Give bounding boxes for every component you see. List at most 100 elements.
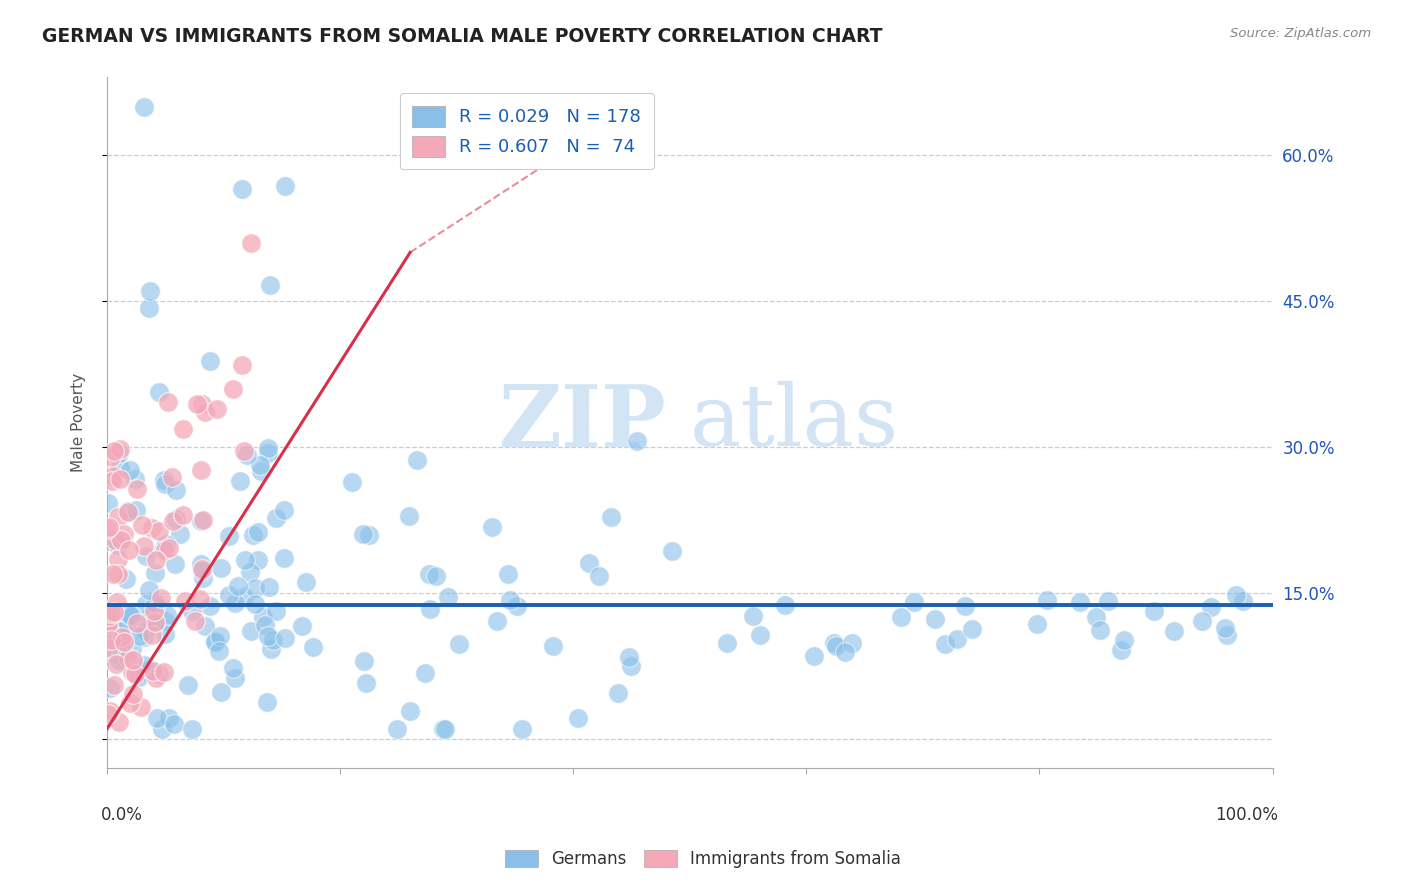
Point: [1163, 624, 1185, 638]
Point: [626, 434, 648, 449]
Point: [260, 642, 283, 657]
Text: atlas: atlas: [690, 381, 898, 464]
Point: [257, 629, 280, 643]
Point: [143, 566, 166, 580]
Point: [1069, 594, 1091, 608]
Point: [1225, 588, 1247, 602]
Point: [960, 622, 983, 636]
Point: [122, 653, 145, 667]
Point: [100, 450, 122, 464]
Point: [148, 524, 170, 538]
Point: [209, 685, 232, 699]
Point: [135, 549, 157, 564]
Point: [153, 627, 176, 641]
Point: [418, 566, 440, 581]
Point: [1191, 614, 1213, 628]
Point: [204, 634, 226, 648]
Point: [291, 618, 314, 632]
Point: [247, 525, 270, 540]
Point: [600, 510, 623, 524]
Point: [191, 562, 214, 576]
Point: [567, 710, 589, 724]
Point: [903, 595, 925, 609]
Point: [120, 696, 142, 710]
Point: [96, 533, 118, 548]
Point: [107, 509, 129, 524]
Point: [100, 606, 122, 620]
Point: [143, 596, 166, 610]
Point: [101, 632, 124, 646]
Point: [153, 473, 176, 487]
Point: [198, 599, 221, 614]
Point: [432, 722, 454, 736]
Point: [100, 633, 122, 648]
Point: [101, 475, 124, 489]
Point: [117, 651, 139, 665]
Point: [481, 520, 503, 534]
Point: [128, 670, 150, 684]
Point: [134, 624, 156, 639]
Y-axis label: Male Poverty: Male Poverty: [72, 373, 86, 472]
Point: [543, 639, 565, 653]
Point: [107, 566, 129, 581]
Point: [131, 517, 153, 532]
Point: [121, 642, 143, 657]
Point: [134, 539, 156, 553]
Point: [266, 604, 288, 618]
Point: [132, 100, 155, 114]
Point: [1213, 621, 1236, 635]
Point: [124, 667, 146, 681]
Point: [233, 590, 256, 604]
Point: [385, 722, 408, 736]
Point: [578, 556, 600, 570]
Point: [97, 609, 120, 624]
Text: GERMAN VS IMMIGRANTS FROM SOMALIA MALE POVERTY CORRELATION CHART: GERMAN VS IMMIGRANTS FROM SOMALIA MALE P…: [42, 27, 883, 45]
Point: [239, 565, 262, 579]
Point: [155, 537, 177, 551]
Text: 0.0%: 0.0%: [101, 805, 143, 823]
Point: [198, 353, 221, 368]
Point: [228, 474, 250, 488]
Point: [174, 593, 197, 607]
Point: [190, 514, 212, 528]
Point: [249, 458, 271, 473]
Point: [226, 579, 249, 593]
Point: [97, 617, 120, 632]
Point: [190, 558, 212, 572]
Point: [1232, 593, 1254, 607]
Point: [181, 604, 204, 618]
Point: [124, 472, 146, 486]
Point: [342, 475, 364, 489]
Point: [148, 385, 170, 400]
Point: [419, 602, 441, 616]
Point: [924, 612, 946, 626]
Point: [204, 634, 226, 648]
Point: [148, 666, 170, 681]
Point: [145, 671, 167, 685]
Point: [132, 630, 155, 644]
Point: [716, 636, 738, 650]
Point: [101, 618, 124, 632]
Legend: Germans, Immigrants from Somalia: Germans, Immigrants from Somalia: [498, 843, 908, 875]
Point: [155, 543, 177, 558]
Point: [163, 557, 186, 571]
Point: [841, 636, 863, 650]
Point: [118, 543, 141, 558]
Point: [134, 657, 156, 672]
Text: 100.0%: 100.0%: [1215, 805, 1278, 823]
Point: [104, 657, 127, 672]
Point: [142, 664, 165, 678]
Point: [165, 511, 187, 525]
Text: Source: ZipAtlas.com: Source: ZipAtlas.com: [1230, 27, 1371, 40]
Point: [1025, 616, 1047, 631]
Point: [243, 597, 266, 611]
Point: [236, 448, 259, 462]
Point: [162, 470, 184, 484]
Point: [1112, 633, 1135, 648]
Point: [1097, 593, 1119, 607]
Point: [135, 597, 157, 611]
Point: [103, 678, 125, 692]
Point: [1036, 593, 1059, 607]
Point: [242, 528, 264, 542]
Point: [222, 382, 245, 396]
